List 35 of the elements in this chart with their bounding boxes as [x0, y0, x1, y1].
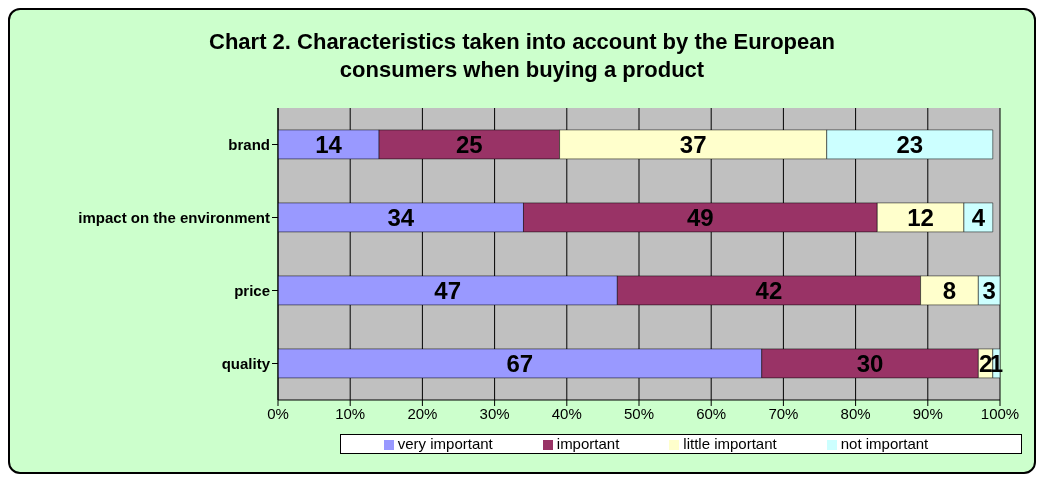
legend-label: important — [556, 435, 620, 452]
data-label: 12 — [907, 203, 934, 231]
x-tick-label: 40% — [551, 404, 582, 422]
data-label: 25 — [455, 130, 483, 158]
data-label: 37 — [679, 130, 707, 158]
y-tick-label: quality — [221, 354, 271, 372]
data-label: 14 — [315, 130, 343, 158]
x-tick-label: 100% — [980, 404, 1020, 422]
data-label: 42 — [755, 276, 783, 304]
x-tick-label: 20% — [407, 404, 438, 422]
data-label: 3 — [982, 276, 996, 304]
legend-label: not important — [840, 435, 929, 452]
x-tick-label: 0% — [267, 404, 289, 422]
x-tick-label: 60% — [696, 404, 727, 422]
x-tick-label: 10% — [335, 404, 366, 422]
x-tick-label: 90% — [912, 404, 943, 422]
y-tick-label: price — [234, 281, 270, 299]
x-tick-label: 50% — [623, 404, 655, 422]
data-label: 8 — [942, 276, 957, 304]
data-label: 30 — [856, 349, 884, 377]
x-tick-label: 30% — [479, 404, 510, 422]
data-label: 49 — [687, 203, 714, 231]
data-label: 2 — [978, 349, 993, 377]
data-label: 23 — [896, 130, 924, 158]
data-label: 34 — [387, 203, 415, 231]
x-tick-label: 80% — [840, 404, 871, 422]
data-label: 4 — [971, 203, 986, 231]
chart-title: Chart 2. Characteristics taken into account by the European consumers when buying a product — [208, 28, 836, 84]
legend-label: little important — [683, 435, 777, 452]
legend-label: very important — [397, 435, 493, 452]
y-tick-label: brand — [228, 135, 270, 153]
y-tick-label: impact on the environment — [78, 208, 270, 226]
x-tick-label: 70% — [768, 404, 799, 422]
data-label: 47 — [434, 276, 462, 304]
data-label: 67 — [506, 349, 534, 377]
